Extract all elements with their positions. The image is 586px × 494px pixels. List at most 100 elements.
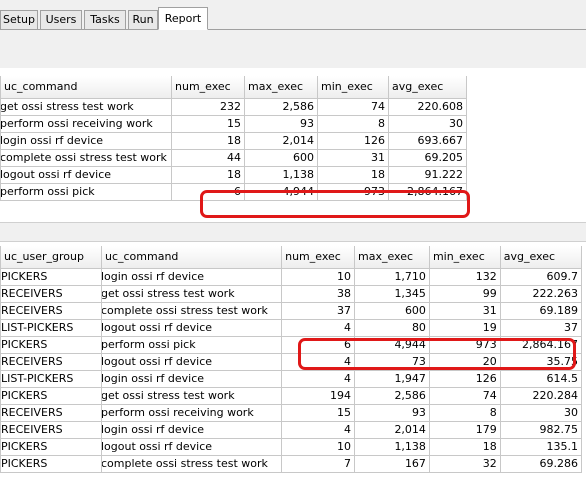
cell-min-exec[interactable]: 18 [428, 437, 501, 456]
cell-max-exec[interactable]: 600 [353, 301, 430, 320]
cell-min-exec[interactable]: 31 [428, 301, 501, 320]
cell-uc-command[interactable]: login ossi rf device [0, 131, 172, 150]
cell-max-exec[interactable]: 80 [353, 318, 430, 337]
column-header-max-exec[interactable]: max_exec [353, 246, 430, 269]
cell-max-exec[interactable]: 1,710 [353, 267, 430, 286]
cell-uc-command[interactable]: get ossi stress test work [100, 284, 283, 303]
cell-avg-exec[interactable]: 2,864.167 [499, 335, 583, 354]
cell-avg-exec[interactable]: 30 [499, 403, 583, 422]
cell-uc-command[interactable]: logout ossi rf device [100, 318, 283, 337]
cell-num-exec[interactable]: 38 [281, 284, 355, 303]
cell-uc-command[interactable]: complete ossi stress test work [0, 148, 172, 167]
cell-avg-exec[interactable]: 222.263 [499, 284, 583, 303]
cell-num-exec[interactable]: 37 [281, 301, 355, 320]
cell-uc-command[interactable]: get ossi stress test work [100, 386, 283, 405]
cell-max-exec[interactable]: 2,586 [244, 97, 318, 116]
cell-max-exec[interactable]: 73 [353, 352, 430, 371]
cell-min-exec[interactable]: 8 [317, 114, 389, 133]
cell-num-exec[interactable]: 4 [281, 352, 355, 371]
cell-max-exec[interactable]: 2,014 [244, 131, 318, 150]
cell-avg-exec[interactable]: 135.1 [499, 437, 583, 456]
cell-uc-user-group[interactable]: PICKERS [0, 437, 102, 456]
cell-num-exec[interactable]: 15 [171, 114, 245, 133]
column-header-max-exec[interactable]: max_exec [244, 76, 318, 99]
cell-min-exec[interactable]: 19 [428, 318, 501, 337]
detail-table-row[interactable]: PICKERS complete ossi stress test work 7 16… [0, 454, 583, 473]
column-header-uc-user-group[interactable]: uc_user_group [0, 246, 102, 269]
column-header-uc-command[interactable]: uc_command [100, 246, 283, 269]
cell-avg-exec[interactable]: 91.222 [388, 165, 467, 184]
tab-report[interactable]: Report [158, 7, 208, 30]
cell-min-exec[interactable]: 179 [428, 420, 501, 439]
cell-num-exec[interactable]: 4 [281, 420, 355, 439]
cell-num-exec[interactable]: 44 [171, 148, 245, 167]
cell-uc-user-group[interactable]: LIST-PICKERS [0, 369, 102, 388]
detail-table-row[interactable]: RECEIVERS get ossi stress test work 38 1,34… [0, 284, 583, 303]
cell-num-exec[interactable]: 15 [281, 403, 355, 422]
cell-uc-user-group[interactable]: RECEIVERS [0, 284, 102, 303]
cell-avg-exec[interactable]: 609.7 [499, 267, 583, 286]
cell-max-exec[interactable]: 4,944 [353, 335, 430, 354]
cell-max-exec[interactable]: 2,586 [353, 386, 430, 405]
cell-max-exec[interactable]: 1,947 [353, 369, 430, 388]
detail-table-row[interactable]: RECEIVERS complete ossi stress test work 3… [0, 301, 583, 320]
cell-num-exec[interactable]: 7 [281, 454, 355, 473]
column-header-avg-exec[interactable]: avg_exec [499, 246, 583, 269]
cell-avg-exec[interactable]: 37 [499, 318, 583, 337]
summary-table-row[interactable]: logout ossi rf device 18 1,138 18 91.222 [0, 165, 467, 184]
cell-num-exec[interactable]: 6 [171, 182, 245, 201]
cell-max-exec[interactable]: 93 [353, 403, 430, 422]
cell-max-exec[interactable]: 167 [353, 454, 430, 473]
cell-uc-user-group[interactable]: RECEIVERS [0, 403, 102, 422]
cell-avg-exec[interactable]: 693.667 [388, 131, 467, 150]
cell-num-exec[interactable]: 232 [171, 97, 245, 116]
column-header-min-exec[interactable]: min_exec [317, 76, 389, 99]
column-header-uc-command[interactable]: uc_command [0, 76, 172, 99]
cell-min-exec[interactable]: 973 [428, 335, 501, 354]
cell-max-exec[interactable]: 1,345 [353, 284, 430, 303]
cell-uc-command[interactable]: login ossi rf device [100, 420, 283, 439]
detail-table-row[interactable]: RECEIVERS login ossi rf device 4 2,014 179 98… [0, 420, 583, 439]
detail-table-row[interactable]: RECEIVERS perform ossi receiving work 15 93… [0, 403, 583, 422]
cell-num-exec[interactable]: 18 [171, 165, 245, 184]
cell-uc-user-group[interactable]: RECEIVERS [0, 352, 102, 371]
cell-num-exec[interactable]: 4 [281, 369, 355, 388]
column-header-num-exec[interactable]: num_exec [171, 76, 245, 99]
cell-uc-user-group[interactable]: PICKERS [0, 454, 102, 473]
cell-min-exec[interactable]: 20 [428, 352, 501, 371]
cell-min-exec[interactable]: 126 [317, 131, 389, 150]
detail-table-row[interactable]: PICKERS perform ossi pick 6 4,944 973 2,864.1… [0, 335, 583, 354]
cell-min-exec[interactable]: 973 [317, 182, 389, 201]
cell-avg-exec[interactable]: 30 [388, 114, 467, 133]
cell-uc-user-group[interactable]: PICKERS [0, 267, 102, 286]
cell-max-exec[interactable]: 2,014 [353, 420, 430, 439]
cell-avg-exec[interactable]: 982.75 [499, 420, 583, 439]
cell-uc-command[interactable]: perform ossi receiving work [100, 403, 283, 422]
cell-min-exec[interactable]: 31 [317, 148, 389, 167]
detail-table-row[interactable]: RECEIVERS logout ossi rf device 4 73 20 35.75 [0, 352, 583, 371]
cell-uc-command[interactable]: perform ossi pick [100, 335, 283, 354]
cell-min-exec[interactable]: 8 [428, 403, 501, 422]
cell-uc-command[interactable]: complete ossi stress test work [100, 454, 283, 473]
summary-table-row[interactable]: get ossi stress test work 232 2,586 74 220.6… [0, 97, 467, 116]
cell-uc-user-group[interactable]: PICKERS [0, 335, 102, 354]
cell-min-exec[interactable]: 32 [428, 454, 501, 473]
column-header-num-exec[interactable]: num_exec [281, 246, 355, 269]
summary-table-row[interactable]: perform ossi receiving work 15 93 8 30 [0, 114, 467, 133]
cell-uc-user-group[interactable]: PICKERS [0, 386, 102, 405]
tab-setup[interactable]: Setup [0, 10, 38, 29]
cell-min-exec[interactable]: 126 [428, 369, 501, 388]
cell-uc-command[interactable]: logout ossi rf device [100, 437, 283, 456]
cell-max-exec[interactable]: 600 [244, 148, 318, 167]
cell-avg-exec[interactable]: 69.286 [499, 454, 583, 473]
tab-tasks[interactable]: Tasks [84, 10, 126, 29]
cell-max-exec[interactable]: 1,138 [244, 165, 318, 184]
cell-uc-command[interactable]: logout ossi rf device [100, 352, 283, 371]
cell-min-exec[interactable]: 99 [428, 284, 501, 303]
cell-avg-exec[interactable]: 220.608 [388, 97, 467, 116]
column-header-avg-exec[interactable]: avg_exec [388, 76, 467, 99]
cell-uc-command[interactable]: perform ossi receiving work [0, 114, 172, 133]
cell-uc-command[interactable]: login ossi rf device [100, 267, 283, 286]
detail-table-row[interactable]: LIST-PICKERS logout ossi rf device 4 80 19 37 [0, 318, 583, 337]
cell-uc-command[interactable]: get ossi stress test work [0, 97, 172, 116]
